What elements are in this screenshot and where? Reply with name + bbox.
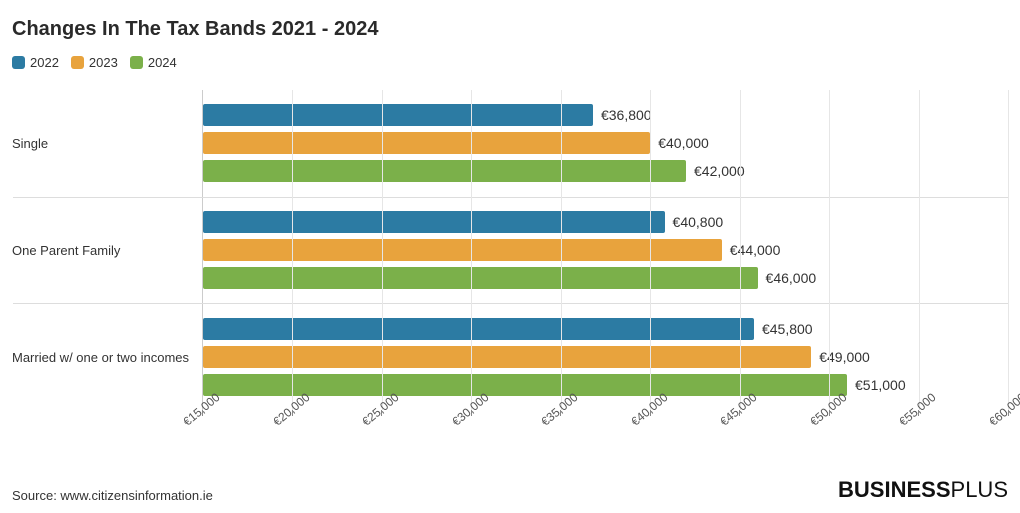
bar bbox=[203, 318, 754, 340]
bar bbox=[203, 267, 758, 289]
bar bbox=[203, 346, 811, 368]
x-axis: €15,000€20,000€25,000€30,000€35,000€40,0… bbox=[202, 410, 1008, 470]
bar-value-label: €51,000 bbox=[855, 377, 906, 393]
bar-value-label: €44,000 bbox=[730, 242, 781, 258]
group-separator bbox=[13, 197, 1008, 198]
category-label: Married w/ one or two incomes bbox=[12, 303, 202, 410]
gridline bbox=[919, 90, 920, 410]
category-label: Single bbox=[12, 90, 202, 197]
legend-swatch bbox=[12, 56, 25, 69]
gridline bbox=[650, 90, 651, 410]
gridline bbox=[471, 90, 472, 410]
legend-label: 2024 bbox=[148, 55, 177, 70]
bar bbox=[203, 104, 593, 126]
bar-value-label: €45,800 bbox=[762, 321, 813, 337]
bar-groups: €36,800 €40,000 €42,000 €40,800 €44,000 €46,0… bbox=[203, 90, 1008, 410]
bar bbox=[203, 239, 722, 261]
bar-row: €44,000 bbox=[203, 239, 1008, 261]
bar-row: €51,000 bbox=[203, 374, 1008, 396]
bar-row: €40,000 bbox=[203, 132, 1008, 154]
category-label: One Parent Family bbox=[12, 197, 202, 304]
legend-item: 2022 bbox=[12, 55, 59, 70]
bar bbox=[203, 132, 650, 154]
bar-row: €40,800 bbox=[203, 211, 1008, 233]
brand-part2: PLUS bbox=[951, 477, 1008, 502]
gridline bbox=[382, 90, 383, 410]
group-separator bbox=[13, 303, 1008, 304]
chart-title: Changes In The Tax Bands 2021 - 2024 bbox=[12, 18, 1008, 41]
plot-area: €36,800 €40,000 €42,000 €40,800 €44,000 €46,0… bbox=[202, 90, 1008, 410]
legend-label: 2022 bbox=[30, 55, 59, 70]
bar-row: €36,800 bbox=[203, 104, 1008, 126]
bar-value-label: €40,800 bbox=[673, 214, 724, 230]
legend-item: 2023 bbox=[71, 55, 118, 70]
legend: 2022 2023 2024 bbox=[12, 55, 1008, 70]
bar-row: €45,800 bbox=[203, 318, 1008, 340]
bar-value-label: €40,000 bbox=[658, 135, 709, 151]
bar-row: €42,000 bbox=[203, 160, 1008, 182]
bar-value-label: €46,000 bbox=[766, 270, 817, 286]
bar-group: €36,800 €40,000 €42,000 bbox=[203, 90, 1008, 197]
gridline bbox=[740, 90, 741, 410]
y-axis-labels: SingleOne Parent FamilyMarried w/ one or… bbox=[12, 90, 202, 410]
gridline bbox=[561, 90, 562, 410]
bar-value-label: €42,000 bbox=[694, 163, 745, 179]
brand-part1: BUSINESS bbox=[838, 477, 950, 502]
source-text: Source: www.citizensinformation.ie bbox=[12, 488, 213, 503]
gridline bbox=[1008, 90, 1009, 410]
chart-area: SingleOne Parent FamilyMarried w/ one or… bbox=[12, 90, 1008, 410]
footer: Source: www.citizensinformation.ie BUSIN… bbox=[12, 477, 1008, 503]
legend-swatch bbox=[71, 56, 84, 69]
bar-value-label: €36,800 bbox=[601, 107, 652, 123]
brand-logo: BUSINESSPLUS bbox=[838, 477, 1008, 503]
bar-row: €46,000 bbox=[203, 267, 1008, 289]
bar-group: €40,800 €44,000 €46,000 bbox=[203, 197, 1008, 304]
legend-swatch bbox=[130, 56, 143, 69]
bar bbox=[203, 211, 665, 233]
gridline bbox=[829, 90, 830, 410]
legend-item: 2024 bbox=[130, 55, 177, 70]
gridline bbox=[292, 90, 293, 410]
legend-label: 2023 bbox=[89, 55, 118, 70]
bar-value-label: €49,000 bbox=[819, 349, 870, 365]
bar-group: €45,800 €49,000 €51,000 bbox=[203, 303, 1008, 410]
bar bbox=[203, 160, 686, 182]
bar-row: €49,000 bbox=[203, 346, 1008, 368]
